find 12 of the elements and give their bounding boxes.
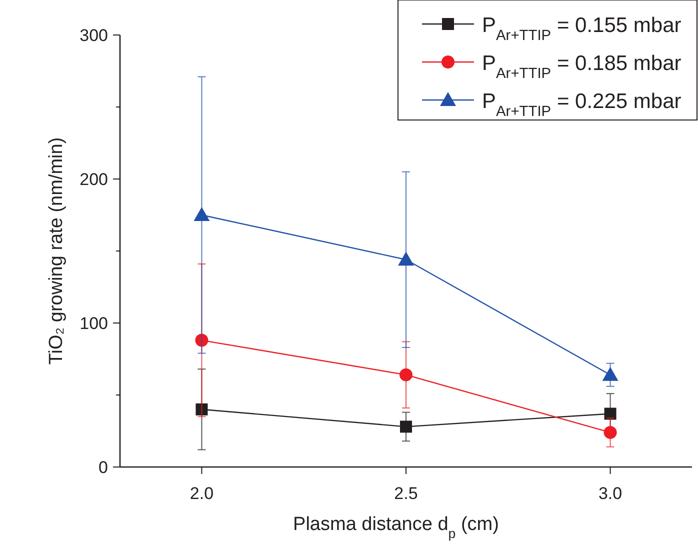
x-tick-label: 3.0	[598, 484, 622, 503]
legend-label: P$_{Ar+TTIP}$ = 0.185 mbar	[482, 52, 682, 82]
y-tick-label: 0	[98, 458, 108, 477]
legend-label: P$_{Ar+TTIP}$ = 0.225 mbar	[482, 90, 682, 120]
x-tick-label: 2.0	[190, 484, 214, 503]
x-tick-label: 2.5	[394, 484, 418, 503]
x-axis-title: Plasma distance d$_{p}$ (cm)	[293, 514, 499, 540]
y-tick-label: 100	[80, 314, 108, 333]
y-axis-title: TiO₂ growing rate (nm/min)	[46, 137, 67, 365]
legend-label: P$_{Ar+TTIP}$ = 0.155 mbar	[482, 14, 682, 44]
y-tick-label: 300	[80, 26, 108, 45]
y-tick-label: 200	[80, 170, 108, 189]
